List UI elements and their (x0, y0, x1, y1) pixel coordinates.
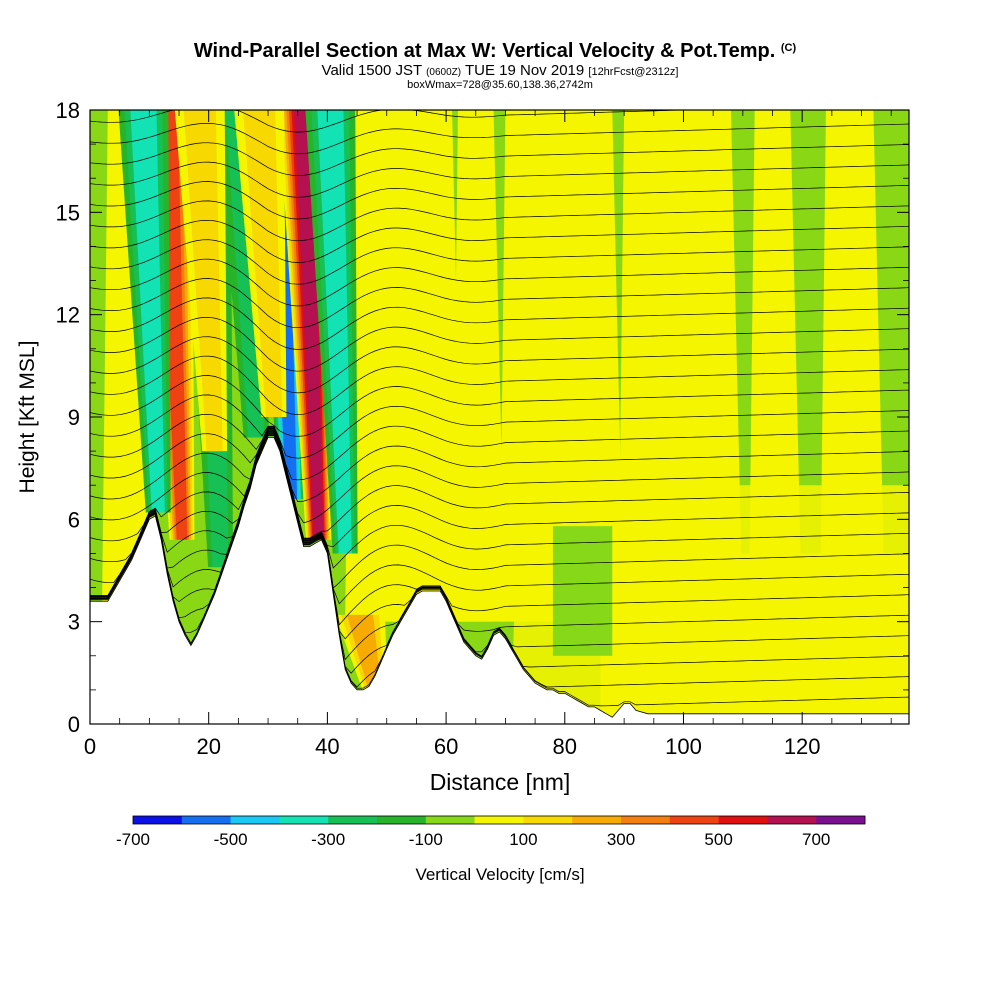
pot-temp-contour (90, 316, 909, 372)
colorbar-swatch (816, 816, 866, 824)
colorbar-label: Vertical Velocity [cm/s] (415, 865, 584, 884)
y-axis-label: Height [Kft MSL] (16, 341, 39, 494)
colorbar-swatch (621, 816, 671, 824)
pot-temp-contour (90, 394, 909, 459)
pot-temp-contour (90, 429, 909, 548)
pot-temp-contour (90, 431, 909, 626)
pot-temp-contours (90, 110, 909, 707)
velocity-core-4 (317, 110, 352, 554)
pot-temp-contour (90, 110, 909, 133)
x-tick-label: 40 (315, 734, 339, 759)
velocity-cores (118, 110, 388, 690)
pot-temp-contour (90, 427, 909, 502)
pot-temp-contour (90, 430, 909, 589)
pot-temp-contour (90, 429, 909, 569)
x-axis-label: Distance [nm] (430, 769, 571, 795)
colorbar-swatch (669, 816, 719, 824)
y-tick-label: 9 (68, 405, 80, 430)
colorbar-swatch (523, 816, 573, 824)
velocity-core-3 (130, 110, 165, 513)
colorbar-swatch (425, 816, 475, 824)
pot-temp-contour (90, 427, 909, 524)
pot-temp-contour (90, 142, 909, 176)
pot-temp-contour (90, 239, 909, 285)
pot-temp-contour (90, 336, 909, 394)
pot-temp-contour (90, 413, 909, 481)
pot-temp-contour (90, 123, 909, 155)
x-tick-label: 100 (665, 734, 702, 759)
x-tick-label: 20 (196, 734, 220, 759)
pot-temp-contour (90, 258, 909, 307)
colorbar-tick-label: -100 (409, 830, 443, 849)
colorbar-swatch (328, 816, 378, 824)
colorbar-tick-label: -700 (116, 830, 150, 849)
x-axis: 0 20 40 60 80 100 120 (84, 110, 892, 759)
y-axis: 0 3 6 9 12 15 18 (56, 98, 909, 737)
colorbar-swatch (181, 816, 231, 824)
copyright-mark: (C) (781, 42, 797, 54)
colorbar-swatch (279, 816, 329, 824)
pot-temp-contour (90, 161, 909, 198)
colorbar-tick-label: 500 (704, 830, 732, 849)
colorbar-swatch (572, 816, 622, 824)
y-tick-label: 6 (68, 507, 80, 532)
y-tick-label: 15 (56, 200, 80, 225)
velocity-band (552, 526, 613, 656)
y-tick-label: 0 (68, 712, 80, 737)
colorbar-swatch (230, 816, 280, 824)
colorbar-tick-label: -500 (214, 830, 248, 849)
colorbar-swatch (133, 816, 183, 824)
chart-title: Wind-Parallel Section at Max W: Vertical… (194, 40, 797, 62)
pot-temp-contour (90, 428, 909, 539)
x-tick-label: 80 (553, 734, 577, 759)
box-wmax-line: boxWmax=728@35.60,138.36,2742m (407, 79, 593, 91)
x-tick-label: 0 (84, 734, 96, 759)
pot-temp-contour (90, 355, 909, 416)
x-tick-label: 60 (434, 734, 458, 759)
pot-temp-contour (90, 278, 909, 329)
pot-temp-contour (90, 297, 909, 350)
colorbar-frame (132, 815, 866, 825)
colorbar-tick-label: 300 (607, 830, 635, 849)
velocity-core-2 (293, 110, 324, 540)
colorbar-tick-label: 700 (802, 830, 830, 849)
colorbar-swatch (474, 816, 524, 824)
terrain-mask (90, 437, 909, 724)
colorbar: -700 -500 -300 -100 100 300 500 700 (116, 815, 866, 849)
y-tick-label: 18 (56, 98, 80, 123)
velocity-core-7 (346, 614, 382, 690)
velocity-core-8 (183, 110, 223, 452)
pot-temp-contour (90, 200, 909, 242)
x-tick-label: 120 (784, 734, 821, 759)
colorbar-tick-label: -300 (311, 830, 345, 849)
colorbar-swatch (718, 816, 768, 824)
pot-temp-contour (90, 375, 909, 437)
colorbar-swatch (377, 816, 427, 824)
pot-temp-contour (90, 181, 909, 220)
colorbar-tick-label: 100 (509, 830, 537, 849)
y-tick-label: 3 (68, 610, 80, 635)
velocity-band (463, 110, 506, 622)
colorbar-swatch (767, 816, 817, 824)
y-tick-label: 12 (56, 303, 80, 328)
pot-temp-contour (90, 431, 909, 605)
pot-temp-contour (90, 219, 909, 263)
valid-line: Valid 1500 JST (0600Z) TUE 19 Nov 2019 [… (322, 62, 679, 79)
